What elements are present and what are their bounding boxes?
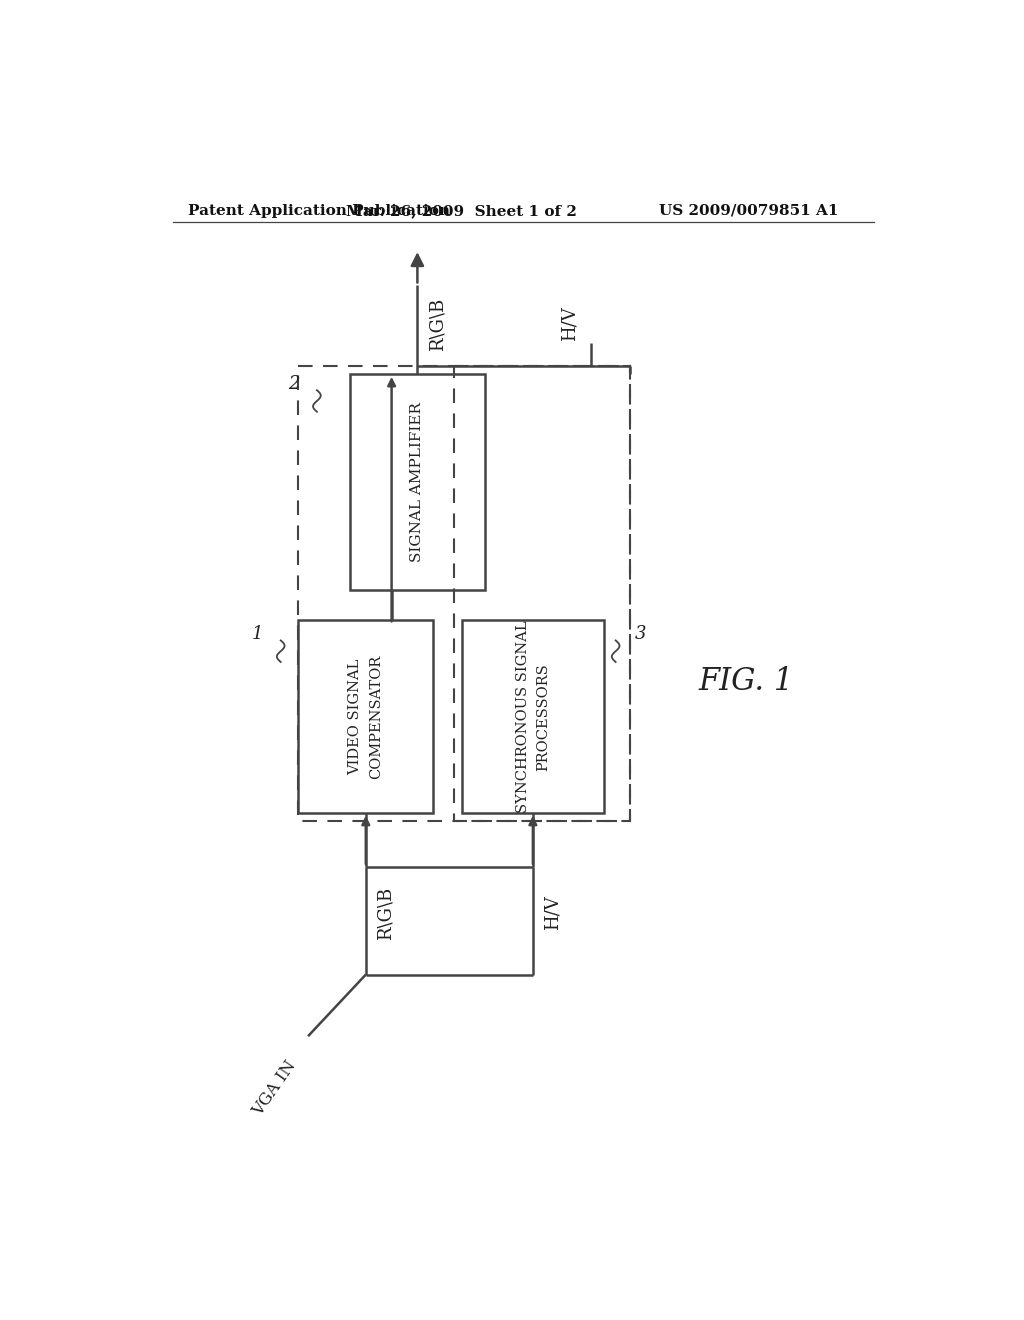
Bar xyxy=(298,367,630,821)
Bar xyxy=(350,374,484,590)
Text: R\G\B: R\G\B xyxy=(428,297,446,351)
Text: FIG. 1: FIG. 1 xyxy=(699,667,795,697)
Text: Patent Application Publication: Patent Application Publication xyxy=(188,203,451,218)
Text: R\G\B: R\G\B xyxy=(377,886,394,940)
Text: 3: 3 xyxy=(635,626,646,643)
Bar xyxy=(454,367,630,821)
Text: H/V: H/V xyxy=(560,306,579,342)
Text: US 2009/0079851 A1: US 2009/0079851 A1 xyxy=(659,203,839,218)
Text: SIGNAL AMPLIFIER: SIGNAL AMPLIFIER xyxy=(411,401,424,562)
Text: 2: 2 xyxy=(288,375,300,393)
Text: VIDEO SIGNAL
COMPENSATOR: VIDEO SIGNAL COMPENSATOR xyxy=(348,655,383,779)
Text: SYNCHRONOUS SIGNAL
PROCESSORS: SYNCHRONOUS SIGNAL PROCESSORS xyxy=(516,620,550,813)
Text: H/V: H/V xyxy=(544,896,562,931)
Text: 1: 1 xyxy=(252,626,263,643)
Bar xyxy=(298,620,433,813)
Bar xyxy=(462,620,604,813)
Text: VGA IN: VGA IN xyxy=(250,1057,300,1119)
Text: Mar. 26, 2009  Sheet 1 of 2: Mar. 26, 2009 Sheet 1 of 2 xyxy=(346,203,578,218)
